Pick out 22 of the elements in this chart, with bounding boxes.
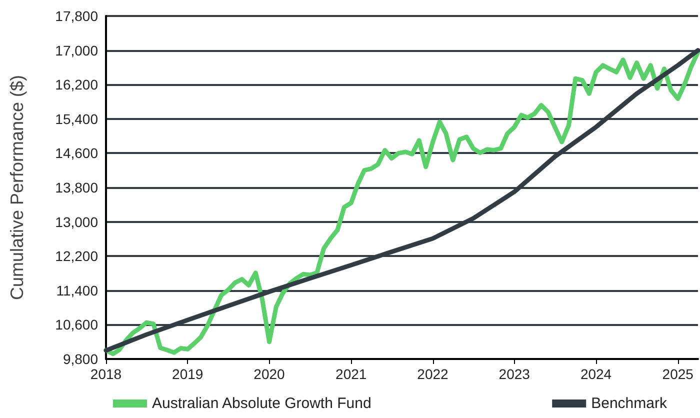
x-tick-label: 2020: [254, 366, 286, 382]
y-tick-label: 17,000: [55, 42, 98, 58]
legend-label: Benchmark: [591, 395, 668, 412]
y-tick-label: 10,600: [55, 316, 98, 333]
x-tick-label: 2023: [498, 366, 530, 382]
x-tick-label: 2024: [580, 366, 612, 382]
y-tick-label: 17,800: [55, 8, 98, 24]
x-tick-label: 2019: [172, 366, 204, 382]
x-tick-label: 2018: [90, 366, 122, 382]
y-tick-label: 13,000: [55, 214, 98, 230]
legend-label: Australian Absolute Growth Fund: [152, 395, 372, 412]
x-tick-label: 2022: [417, 366, 449, 382]
y-tick-label: 14,600: [55, 145, 98, 162]
y-tick-label: 16,200: [55, 76, 98, 93]
y-tick-label: 15,400: [55, 110, 98, 127]
y-tick-label: 9,800: [62, 351, 98, 367]
x-tick-label: 2021: [336, 366, 367, 382]
y-tick-label: 11,400: [56, 282, 98, 298]
y-axis-title: Cumulative Performance ($): [7, 74, 27, 300]
y-tick-label: 13,800: [55, 180, 98, 196]
x-tick-label: 2025: [662, 366, 694, 382]
y-tick-label: 12,200: [55, 248, 98, 264]
